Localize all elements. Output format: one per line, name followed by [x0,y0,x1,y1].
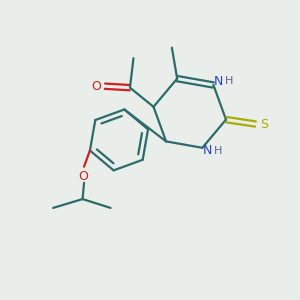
Text: H: H [214,146,222,156]
Text: N: N [214,75,223,88]
Text: S: S [260,118,268,130]
Text: O: O [91,80,101,93]
Text: H: H [224,76,233,86]
Text: O: O [78,169,88,183]
Text: N: N [203,144,212,157]
